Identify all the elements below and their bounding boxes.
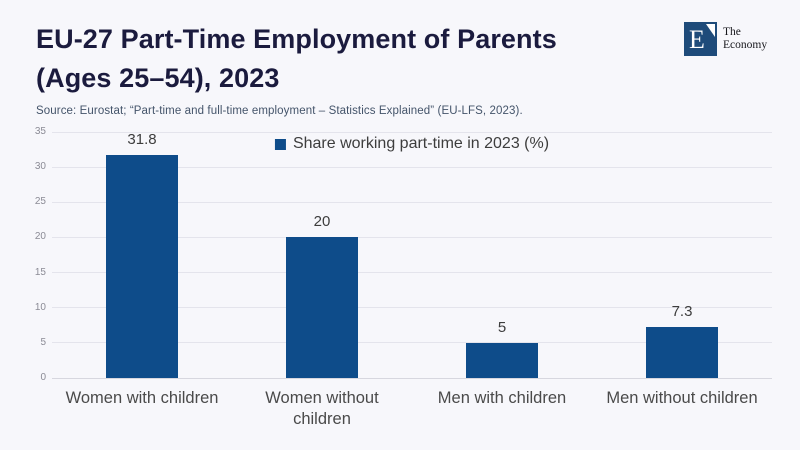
title-line-2: (Ages 25–54), 2023 xyxy=(36,63,280,93)
category-label-text: Women with children xyxy=(65,389,219,407)
logo-wordmark: The Economy xyxy=(723,22,767,52)
bar-2 xyxy=(466,342,538,378)
category-label-text: Men without children xyxy=(606,389,758,407)
gridline-y-10 xyxy=(52,307,772,309)
y-axis-tick-10: 10 xyxy=(34,301,46,313)
source-note: Source: Eurostat; “Part-time and full-ti… xyxy=(36,105,523,117)
y-axis-tick-30: 30 xyxy=(34,161,46,173)
y-axis-tick-20: 20 xyxy=(34,231,46,243)
category-label-text: Women without children xyxy=(265,389,379,428)
category-label-3: Men without children xyxy=(592,388,772,430)
logo-name-line-1: The xyxy=(723,26,741,38)
category-label-0: Women with children xyxy=(52,388,232,430)
chart-legend: Share working part-time in 2023 (%) xyxy=(274,135,550,153)
y-axis-tick-0: 0 xyxy=(40,372,46,383)
x-axis-category-labels: Women with children Women without childre… xyxy=(52,388,772,430)
y-axis-tick-25: 25 xyxy=(34,196,46,208)
gridline-y-0 xyxy=(52,377,772,379)
gridline-y-5 xyxy=(52,342,772,344)
bar-value-label-0: 31.8 xyxy=(127,130,157,148)
gridline-y-20 xyxy=(52,236,772,238)
title-line-1: EU-27 Part-Time Employment of Parents xyxy=(36,24,557,54)
bar-0 xyxy=(106,154,178,378)
bar-1 xyxy=(286,237,358,378)
logo-monogram-box: E xyxy=(684,22,717,56)
gridline-y-35 xyxy=(52,131,772,133)
gridline-y-25 xyxy=(52,201,772,203)
legend-swatch-icon xyxy=(274,138,286,150)
category-label-2: Men with children xyxy=(412,388,592,430)
bar-value-label-1: 20 xyxy=(313,213,331,231)
category-label-text: Men with children xyxy=(437,389,567,407)
gridline-y-15 xyxy=(52,272,772,274)
y-axis-tick-35: 35 xyxy=(34,126,46,137)
page-title: EU-27 Part-Time Employment of Parents (A… xyxy=(36,20,557,98)
bar-3 xyxy=(646,326,718,378)
bar-value-label-3: 7.3 xyxy=(671,302,693,320)
logo-name-line-2: Economy xyxy=(723,39,768,51)
plot-area: 0 5 10 15 20 25 30 35 31.8 20 5 7.3 xyxy=(35,126,772,383)
gridline-y-30 xyxy=(52,166,772,168)
the-economy-logo: E The Economy xyxy=(684,22,767,56)
logo-monogram: E xyxy=(689,24,705,54)
logo-notch-icon xyxy=(706,24,715,37)
legend-label: Share working part-time in 2023 (%) xyxy=(292,135,550,152)
bar-value-label-2: 5 xyxy=(497,318,507,336)
y-axis-tick-5: 5 xyxy=(40,336,46,348)
category-label-1: Women without children xyxy=(232,388,412,430)
y-axis-tick-15: 15 xyxy=(34,266,46,278)
